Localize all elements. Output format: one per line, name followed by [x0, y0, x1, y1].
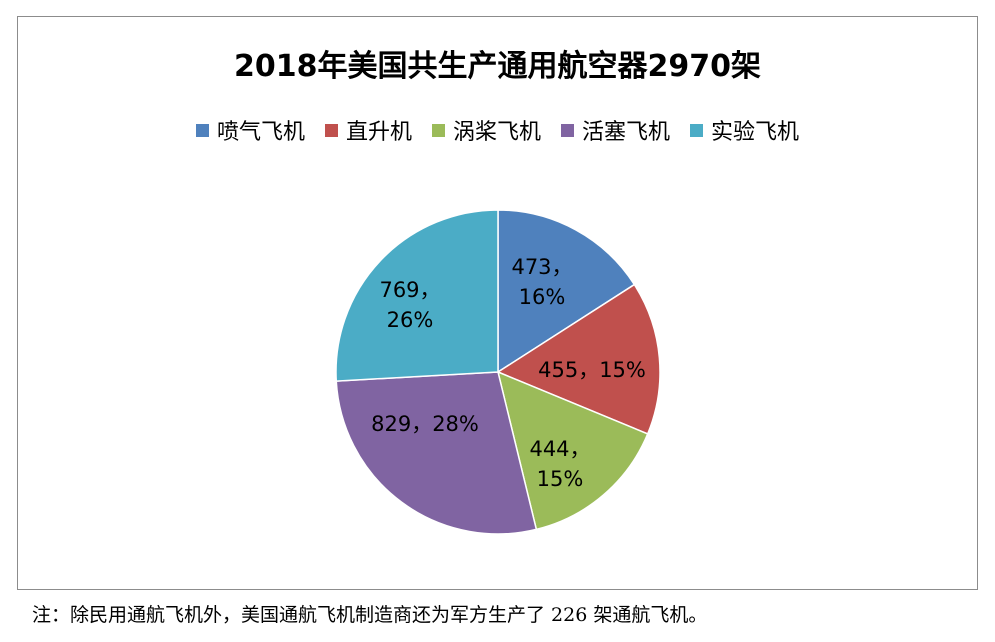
- legend-swatch: [690, 123, 704, 137]
- legend-item: 直升机: [324, 114, 412, 146]
- legend-item: 活塞飞机: [561, 114, 670, 146]
- pie-slice: [335, 371, 538, 535]
- legend-label: 实验飞机: [711, 120, 800, 145]
- data-label: 769， 26%: [379, 278, 440, 332]
- legend-label: 喷气飞机: [216, 120, 305, 145]
- chart-title: 2018年美国共生产通用航空器2970架: [234, 49, 761, 84]
- data-label: 455，15%: [538, 358, 646, 382]
- data-label: 444， 15%: [529, 437, 590, 491]
- legend-item: 喷气飞机: [195, 114, 305, 146]
- legend: 喷气飞机 直升机 涡桨飞机 活塞飞机 实验飞机: [0, 114, 995, 146]
- legend-label: 涡桨飞机: [452, 120, 541, 145]
- pie-slice: [497, 209, 636, 374]
- data-label: 473， 16%: [511, 255, 572, 309]
- legend-swatch: [195, 123, 209, 137]
- legend-swatch: [324, 123, 338, 137]
- pie-slice: [496, 283, 661, 435]
- legend-item: 涡桨飞机: [431, 114, 541, 146]
- legend-item: 实验飞机: [690, 114, 799, 146]
- pie-slice: [496, 370, 649, 531]
- footnote: 注：除民用通航飞机外，美国通航飞机制造商还为军方生产了 226 架通航飞机。: [32, 604, 708, 626]
- legend-label: 直升机: [345, 120, 412, 145]
- legend-swatch: [561, 123, 574, 137]
- pie-slice: [335, 209, 499, 382]
- data-label: 829，28%: [371, 412, 479, 436]
- legend-label: 活塞飞机: [582, 120, 671, 145]
- legend-swatch: [431, 123, 445, 137]
